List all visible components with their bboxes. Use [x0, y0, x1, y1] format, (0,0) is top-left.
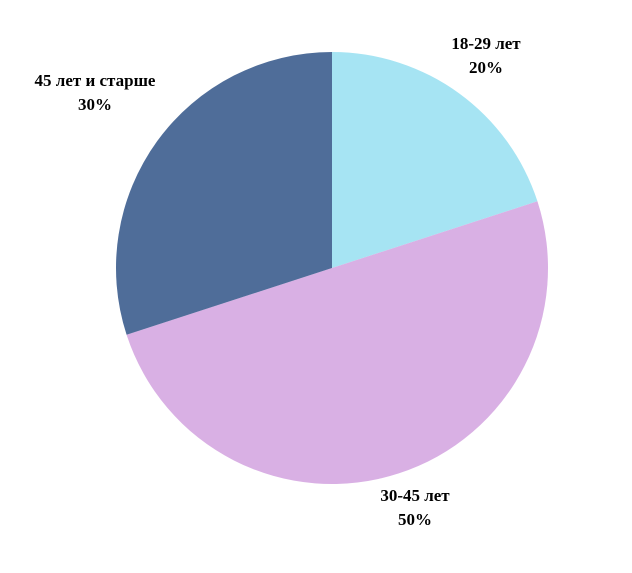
pie-slice — [126, 201, 549, 485]
slice-category-label: 30-45 лет — [380, 486, 450, 505]
pie-slice — [332, 52, 538, 268]
slice-value-label: 30% — [78, 95, 112, 114]
slice-category-label: 18-29 лет — [451, 34, 521, 53]
slice-value-label: 20% — [469, 58, 503, 77]
slice-category-label: 45 лет и старше — [35, 71, 156, 90]
slice-value-label: 50% — [398, 510, 432, 529]
pie-slice — [115, 52, 332, 335]
